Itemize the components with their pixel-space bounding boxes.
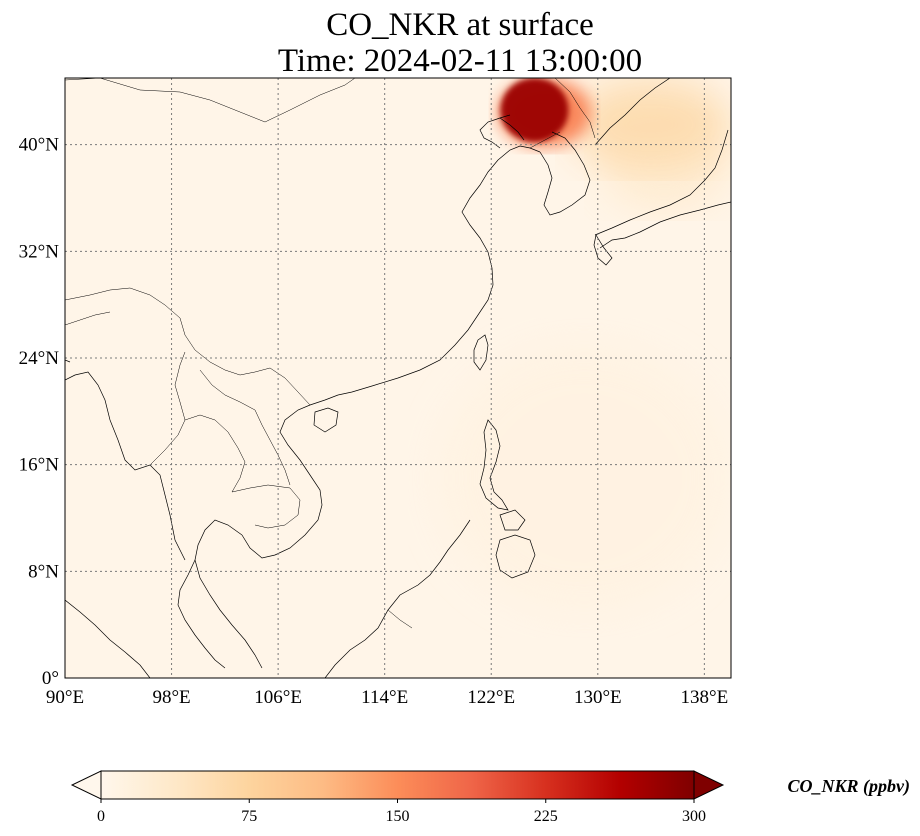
coastline-mindanao (495, 534, 536, 579)
x-tick-label: 122°E (467, 687, 515, 708)
colorbar-tick-label: 0 (97, 808, 105, 825)
x-tick-label: 114°E (361, 687, 408, 708)
coastline-sumatra (65, 599, 151, 678)
x-tick-label: 130°E (574, 687, 622, 708)
y-tick-label: 0° (42, 668, 59, 689)
map-frame (64, 77, 732, 679)
border-malaysia-borneo (387, 609, 413, 629)
colorbar-tick-label: 75 (241, 808, 257, 825)
chart-title: CO_NKR at surface (326, 7, 594, 43)
x-tick-label: 90°E (46, 687, 84, 708)
coastline-korea (539, 131, 591, 216)
border-china-russia (554, 78, 596, 139)
x-tick-label: 106°E (254, 687, 302, 708)
coastline-kyushu (593, 234, 613, 266)
border-nk (529, 131, 561, 149)
coastline-malay (177, 559, 226, 669)
chart-subtitle: Time: 2024-02-11 13:00:00 (277, 43, 643, 79)
colorbar: 0 75 150 225 300 CO_NKR (ppbv) (70, 770, 911, 825)
plume-0 (500, 78, 569, 142)
plume-2 (571, 78, 731, 172)
colorbar-bar (100, 770, 695, 800)
y-tick-label: 40°N (19, 135, 60, 156)
colorbar-tick-label: 225 (534, 808, 558, 825)
coastline-taiwan (473, 334, 489, 371)
coastline-china (337, 145, 541, 396)
border-thai-laos (184, 414, 246, 493)
y-tick-label: 24°N (19, 348, 60, 369)
coastline-vietnam (241, 394, 339, 559)
coastline-luzon (479, 419, 509, 511)
y-tick-label: 8°N (28, 561, 59, 582)
x-axis-ticks: 90°E 98°E 106°E 114°E 122°E 130°E 138°E (46, 687, 728, 708)
y-tick-label: 32°N (19, 241, 60, 262)
border-china-south (65, 287, 311, 406)
colorbar-label: CO_NKR (ppbv) (788, 776, 911, 797)
y-axis-ticks: 0° 8°N 16°N 24°N 32°N 40°N (19, 135, 60, 689)
colorbar-extend-low (70, 770, 102, 800)
border-myanmar-thai (149, 351, 186, 466)
coastline-gulf-thailand (194, 519, 263, 669)
border-mongolia (65, 78, 356, 123)
coastline-russia (594, 78, 671, 146)
coastline-visayas (499, 509, 526, 531)
plume-4 (437, 344, 731, 612)
coastline-liaodong (499, 117, 525, 141)
coastlines (65, 78, 731, 678)
country-borders (65, 78, 596, 629)
x-tick-label: 98°E (152, 687, 190, 708)
border-india-china (65, 311, 111, 326)
concentration-field (437, 78, 731, 612)
colorbar-extend-high (693, 770, 725, 800)
gridlines (65, 78, 731, 678)
coastline-palawan (439, 519, 471, 563)
border-laos (199, 369, 291, 486)
x-tick-label: 138°E (681, 687, 729, 708)
colorbar-tick-label: 300 (682, 808, 706, 825)
coastline-borneo (324, 561, 441, 678)
coastline-japan-south (599, 201, 731, 249)
colorbar-tick-label: 150 (386, 808, 410, 825)
y-tick-label: 16°N (19, 455, 60, 476)
coastline-japan-honshu (594, 129, 729, 236)
coastline-bay-bengal (65, 359, 71, 363)
border-cambodia (231, 484, 301, 529)
coastline-hainan (313, 407, 339, 433)
coastline-myanmar (65, 371, 186, 561)
